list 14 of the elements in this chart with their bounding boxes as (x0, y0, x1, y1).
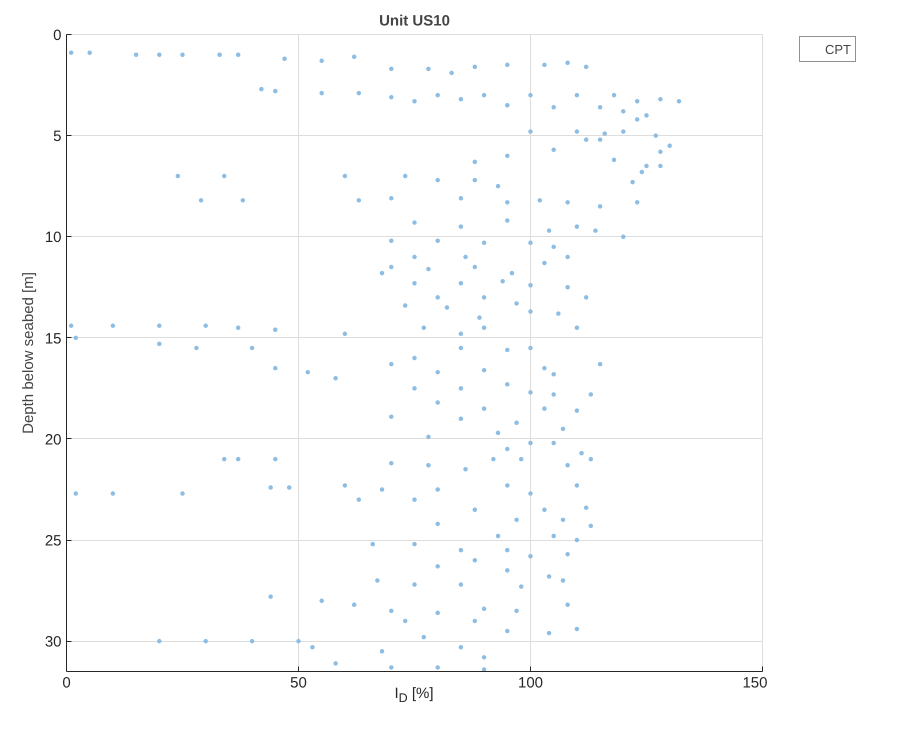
y-tick-label: 20 (44, 431, 62, 448)
y-axis-title: Depth below seabed [m] (20, 272, 37, 434)
y-tick-label: 5 (53, 128, 62, 146)
text: CPT (825, 42, 851, 56)
x-tick-label: 100 (518, 674, 544, 692)
y-tick-label: 30 (44, 634, 62, 651)
x-axis-title: I$_{D}$ [%] (394, 684, 434, 707)
y-tick-label: 15 (44, 330, 62, 348)
y-tick-label: 25 (44, 532, 62, 550)
y-tick-label: 10 (44, 229, 62, 246)
x-tick-label: 50 (290, 674, 307, 692)
x-tick-label: 150 (742, 674, 768, 692)
y-tick-label: 0 (53, 27, 62, 44)
chart-title: Unit US10 (379, 12, 450, 30)
